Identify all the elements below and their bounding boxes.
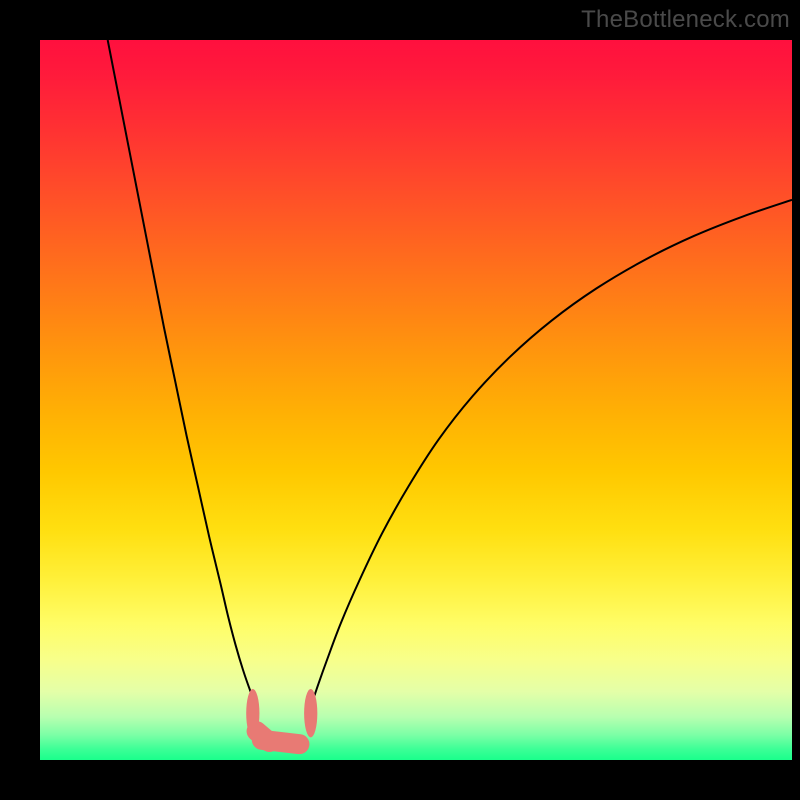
bottom-link-3	[257, 731, 270, 742]
plot-background	[40, 40, 792, 760]
bottom-blob-1	[304, 689, 317, 737]
watermark-text: TheBottleneck.com	[581, 6, 790, 34]
chart-container: TheBottleneck.com	[0, 0, 800, 800]
bottleneck-chart	[0, 0, 800, 800]
